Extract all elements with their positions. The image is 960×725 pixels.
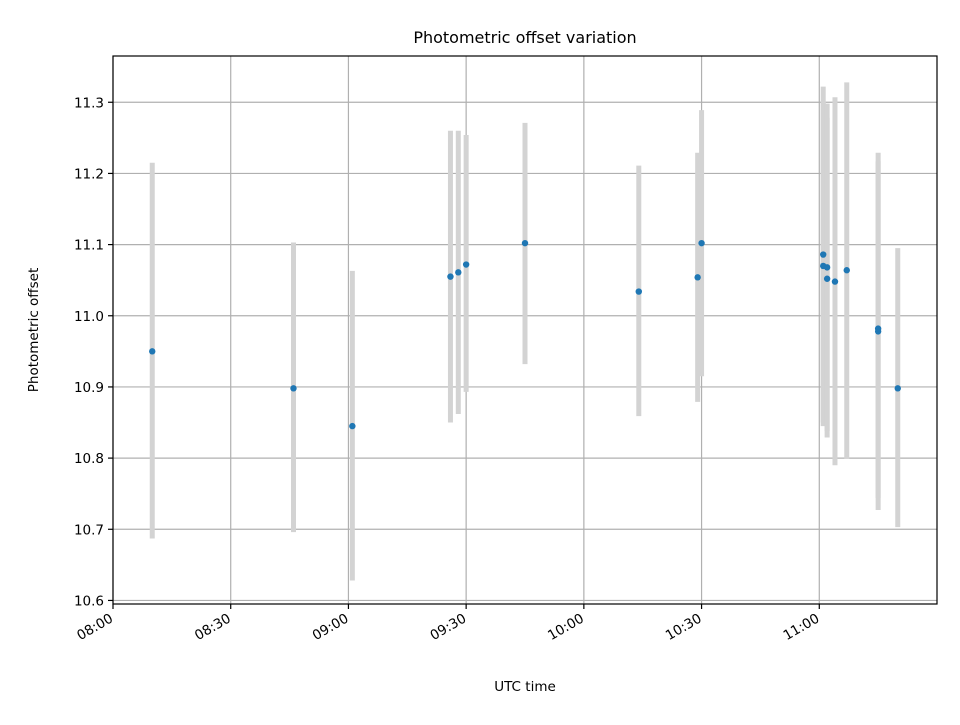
y-tick-label: 11.1 <box>74 238 104 254</box>
data-point <box>462 261 470 268</box>
x-tick-label: 08:00 <box>74 611 116 644</box>
x-tick-label: 08:30 <box>192 611 234 644</box>
data-point <box>455 269 462 276</box>
errorbar-layer <box>149 82 901 581</box>
y-tick-label: 10.7 <box>74 522 104 538</box>
y-tick-label: 10.9 <box>74 380 104 396</box>
x-tick-label: 10:30 <box>663 611 705 644</box>
x-tick-label: 10:00 <box>545 611 587 644</box>
data-point <box>820 251 827 258</box>
data-point <box>823 275 831 282</box>
plot-frame <box>112 55 938 605</box>
x-tick-label: 11:00 <box>781 611 823 644</box>
data-point <box>349 422 356 430</box>
data-point <box>843 267 850 274</box>
y-tick-label: 10.6 <box>74 593 104 609</box>
y-tick-label: 11.0 <box>74 309 104 325</box>
y-tick-label: 11.3 <box>74 95 104 111</box>
data-point <box>290 385 297 392</box>
y-tick-label: 10.8 <box>74 451 104 467</box>
data-point <box>894 385 901 392</box>
data-point <box>694 274 701 281</box>
x-axis-label: UTC time <box>494 679 556 695</box>
point-layer <box>149 239 901 430</box>
data-point <box>698 239 705 247</box>
data-point <box>521 239 529 247</box>
data-point <box>635 288 642 295</box>
data-point <box>831 278 839 285</box>
x-tick-label: 09:30 <box>427 611 469 644</box>
x-tick-label: 09:00 <box>310 611 352 644</box>
data-point <box>447 273 454 280</box>
y-tick-label: 11.2 <box>74 166 104 182</box>
data-point <box>823 264 831 271</box>
data-point <box>874 325 882 332</box>
data-point <box>149 348 156 355</box>
y-axis-label: Photometric offset <box>26 268 42 392</box>
chart-title: Photometric offset variation <box>413 28 636 47</box>
